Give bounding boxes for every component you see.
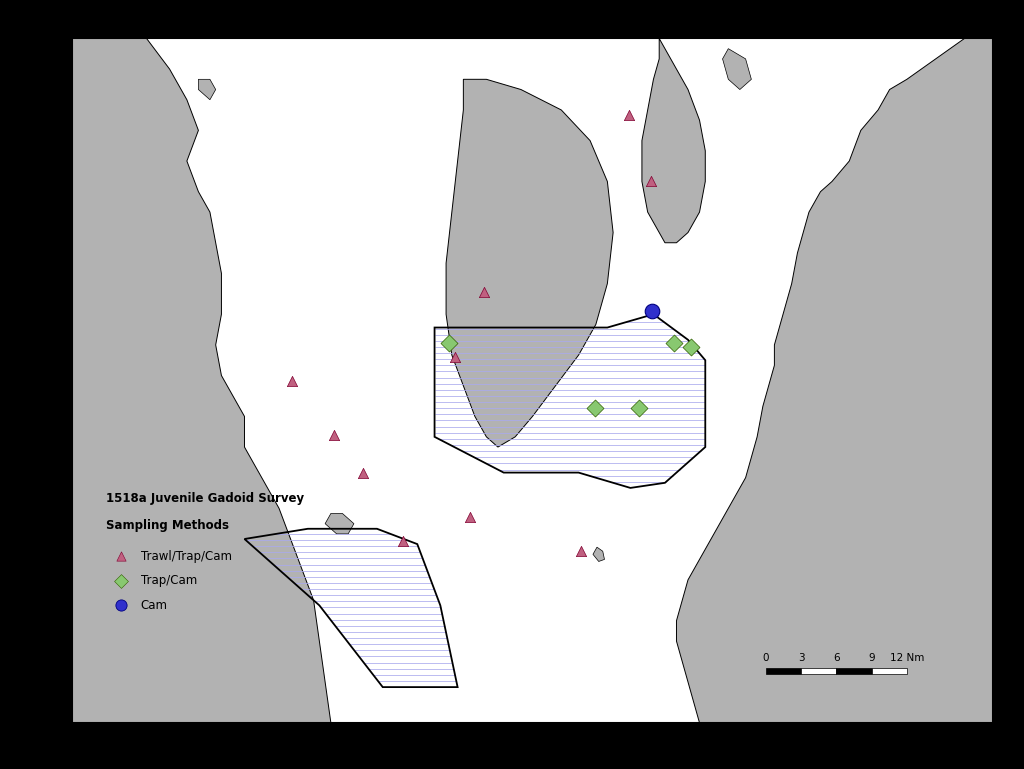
Text: 0: 0 xyxy=(763,653,769,663)
Bar xyxy=(871,667,907,674)
Point xyxy=(475,285,492,298)
Point xyxy=(587,402,603,414)
Point xyxy=(113,550,129,562)
Point xyxy=(113,574,129,587)
Point xyxy=(642,175,658,188)
Polygon shape xyxy=(723,48,752,89)
Polygon shape xyxy=(642,38,706,243)
Text: 3: 3 xyxy=(798,653,805,663)
Point xyxy=(683,341,699,353)
Point xyxy=(666,337,682,349)
Text: Trawl/Trap/Cam: Trawl/Trap/Cam xyxy=(140,550,231,563)
Point xyxy=(631,402,647,414)
Bar xyxy=(801,667,837,674)
Point xyxy=(644,305,660,318)
Point xyxy=(621,109,637,122)
Polygon shape xyxy=(677,38,993,723)
Text: Cam: Cam xyxy=(140,599,168,612)
Polygon shape xyxy=(72,38,331,723)
Polygon shape xyxy=(593,548,604,561)
Point xyxy=(394,535,411,548)
Text: 12 Nm: 12 Nm xyxy=(890,653,924,663)
Point xyxy=(462,511,478,523)
Text: 6: 6 xyxy=(833,653,840,663)
Point xyxy=(284,375,300,387)
Point xyxy=(354,467,371,479)
Point xyxy=(326,428,342,441)
Point xyxy=(446,351,463,363)
Point xyxy=(113,599,129,611)
Text: Sampling Methods: Sampling Methods xyxy=(106,519,229,532)
Text: 9: 9 xyxy=(868,653,874,663)
Point xyxy=(440,337,457,349)
Text: Trap/Cam: Trap/Cam xyxy=(140,574,197,588)
Bar xyxy=(837,667,871,674)
Polygon shape xyxy=(325,514,354,534)
Point xyxy=(573,545,590,558)
Text: 1518a Juvenile Gadoid Survey: 1518a Juvenile Gadoid Survey xyxy=(106,492,304,505)
Polygon shape xyxy=(446,79,613,447)
Polygon shape xyxy=(199,79,216,100)
Bar xyxy=(766,667,801,674)
